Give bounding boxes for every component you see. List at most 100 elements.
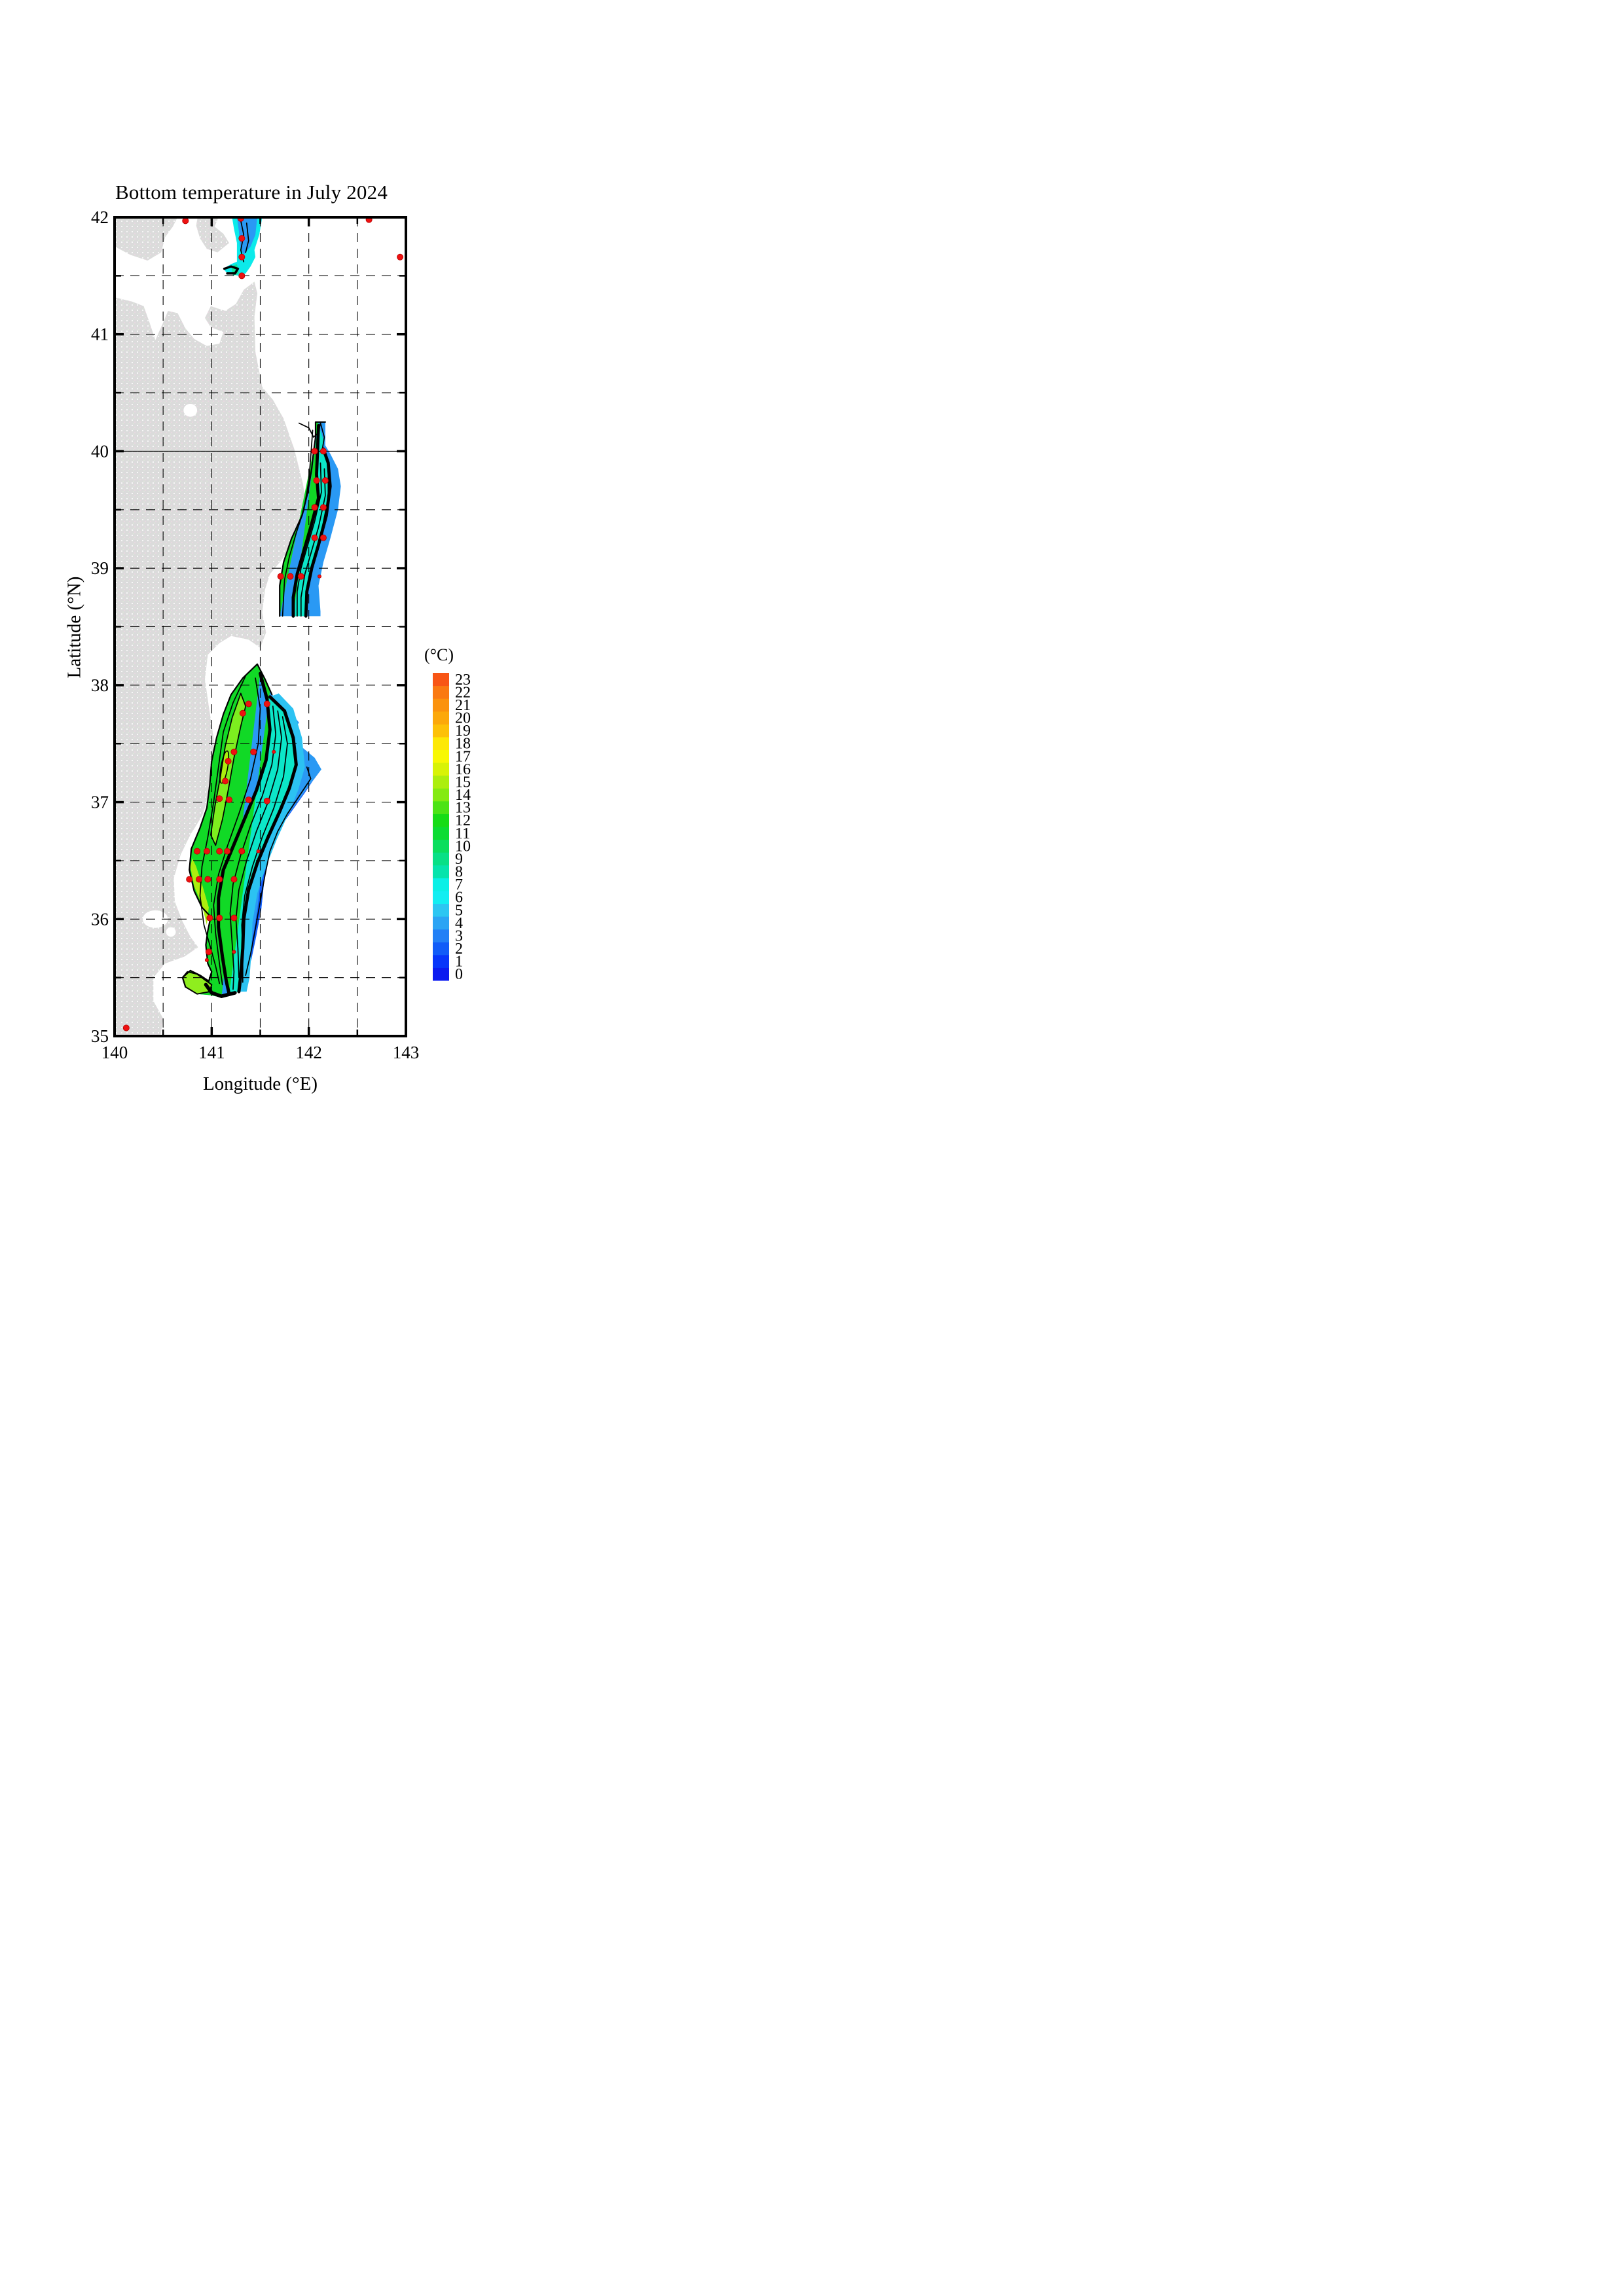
colorbar-segment [433,852,449,866]
contour-tip-band [204,982,237,998]
station-dot [196,876,203,883]
colorbar-tick-label: 7 [455,876,463,893]
colorbar-tick-label: 2 [455,941,463,958]
station-dot [216,914,223,922]
station-dot [230,914,238,922]
contour-thick-10C [291,423,320,618]
lake [166,927,176,937]
contour-thin [213,677,261,986]
station-dot [204,958,209,962]
colorbar-tick-label: 20 [455,710,471,727]
colorbar-segment [433,698,449,712]
station-dot [365,217,373,223]
colorbar-segment [433,916,449,930]
station-dot [313,477,320,484]
contour-thick-5C [304,447,332,618]
colorbar-tick-label: 13 [455,800,471,817]
station-dot [230,876,238,883]
patchC-lightblue [238,693,305,992]
contour-thin [300,468,326,617]
colorbar-tick-label: 15 [455,774,471,791]
station-dot [238,848,246,855]
station-dot [277,573,284,580]
station-dot [224,848,231,855]
colorbar-segment [433,929,449,942]
station-dot [319,534,327,541]
x-axis-label: Longitude (°E) [202,1073,318,1094]
land-hokkaido-west [115,217,178,261]
land-honshu [115,281,306,1036]
colorbar-tick-label: 21 [455,697,471,714]
contour-thin [297,462,322,617]
colorbar-segment [433,839,449,853]
x-tick-label: 143 [393,1043,420,1062]
colorbar-segment [433,878,449,891]
lake [183,404,198,417]
colorbar-segment [433,865,449,878]
colorbar-tick-label: 8 [455,864,463,881]
station-dot [321,477,329,484]
colorbar-segment [433,788,449,802]
contour-tip-mark [223,265,240,275]
colorbar-segment [433,724,449,738]
station-dot [239,709,246,717]
station-dot [216,876,223,883]
contour-thin [235,710,282,978]
station-dot [232,950,236,954]
y-tick-label: 39 [91,558,109,578]
colorbar-title: (°C) [424,645,454,664]
y-tick-label: 42 [91,207,109,227]
station-dot [287,573,294,580]
station-dot [122,1024,130,1031]
chart-title: Bottom temperature in July 2024 [115,181,388,204]
colorbar-tick-label: 9 [455,851,463,868]
contour-thin [245,223,249,253]
patchC-core14 [210,693,246,846]
y-tick-label: 41 [91,325,109,344]
colorbar-segment [433,762,449,776]
station-dot [319,448,327,455]
station-dot [186,876,193,883]
colorbar-segment [433,942,449,956]
colorbar-segment [433,967,449,981]
contour-thin [245,766,312,976]
colorbar-tick-label: 11 [455,825,470,842]
y-tick-label: 36 [91,909,109,929]
patchC-west-sliver [190,858,209,925]
x-tick-label: 141 [198,1043,225,1062]
colorbar-tick-label: 18 [455,736,471,753]
station-dot [182,217,189,224]
station-dot [245,700,252,708]
ticks [113,216,407,1037]
colorbar-segment [433,903,449,917]
patchC-lobe [181,971,213,995]
station-dot [206,914,213,922]
colorbar-tick-label: 14 [455,787,471,804]
land-hokkaido-east [196,217,229,253]
colorbar-segment [433,685,449,699]
colorbar-segment [433,827,449,840]
station-dot [319,504,327,511]
patchC-outline [181,663,273,988]
station-dot [204,876,211,883]
station-dot [397,253,404,260]
colorbar-segment [433,814,449,827]
station-dot [203,848,210,855]
station-dot [238,272,246,279]
colorbar-tick-label: 23 [455,672,471,689]
contour-thick-5C [237,695,298,994]
colorbar-tick-label: 3 [455,927,463,944]
station-dot [226,796,233,803]
station-dot [238,253,246,260]
colorbar-segment [433,775,449,789]
lake [143,910,168,928]
station-dot [317,574,321,579]
station-dot [297,573,304,580]
colorbar-segment [433,673,449,687]
colorbar-segment [433,749,449,763]
map-area [115,217,406,1036]
colorbar-segment [433,736,449,750]
station-dot [194,848,201,855]
station-dot [238,235,246,242]
